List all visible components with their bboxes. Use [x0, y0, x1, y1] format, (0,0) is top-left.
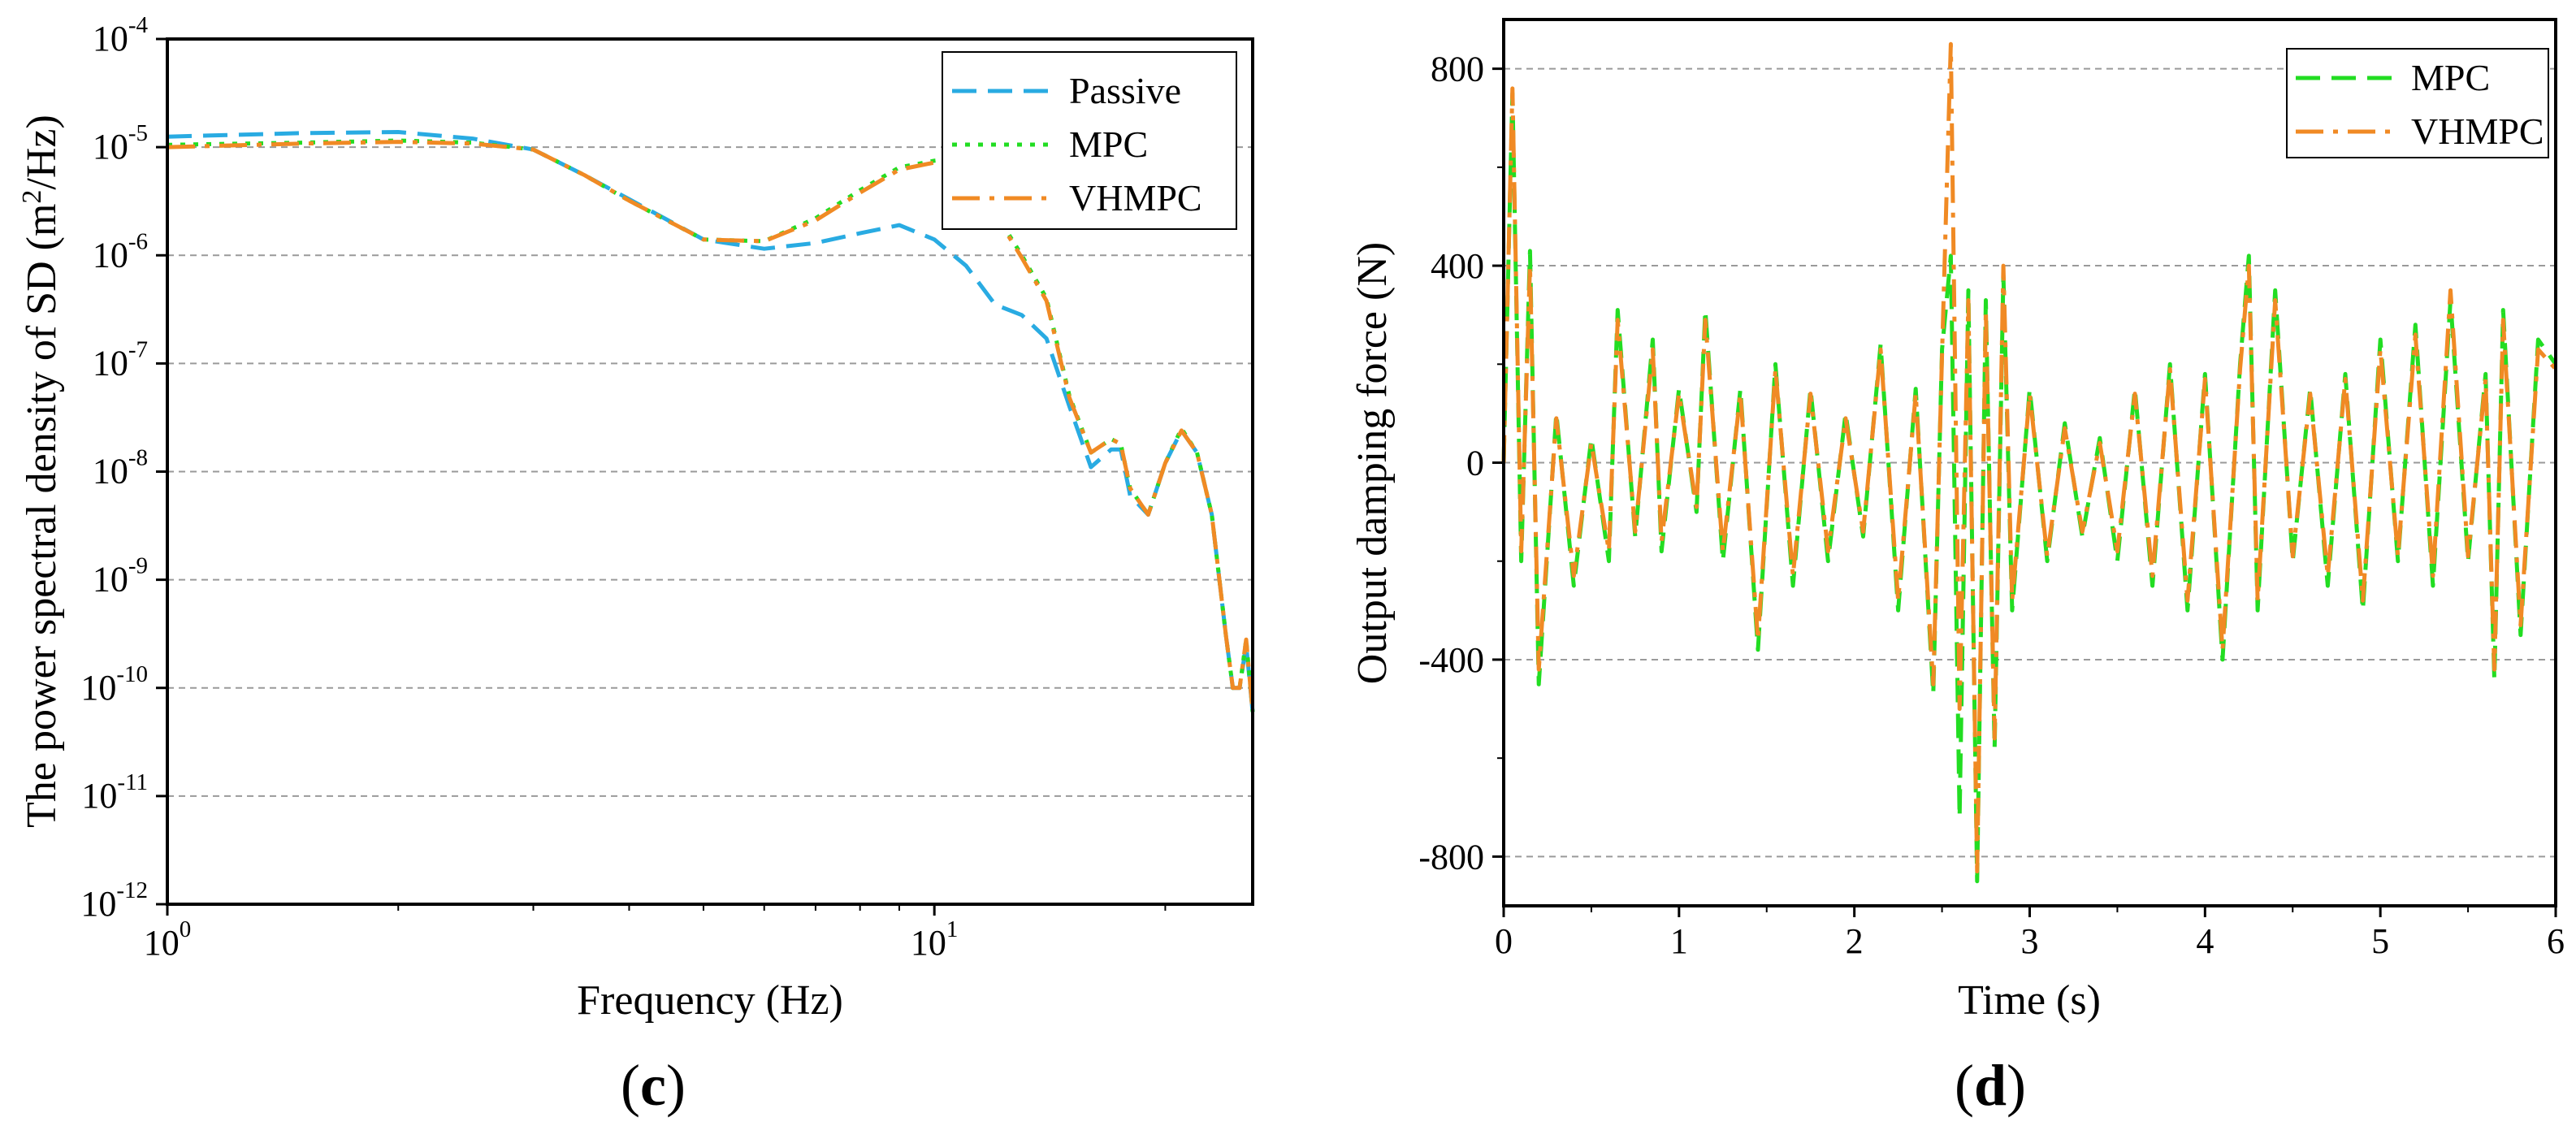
force-x-tick-label: 4: [2196, 921, 2214, 961]
panel-label-d: (d): [1955, 1053, 2026, 1118]
force-y-tick-label: 400: [1431, 246, 1484, 286]
psd-chart-panel: 10-12 10-11 10-10 10-9 10-8 10-7 10-6 10-5 10-4 1…: [17, 12, 1255, 1118]
psd-series-vhmpc: [167, 140, 1255, 712]
psd-y-tick-label: 10-10: [80, 661, 148, 708]
psd-axis-ticks: 10-12 10-11 10-10 10-9 10-8 10-7 10-6 10-5 10-4 1…: [80, 12, 1167, 963]
psd-y-tick-label: 10-11: [81, 769, 148, 816]
psd-y-label-prefix: The power spectral density of SD (m: [19, 204, 65, 828]
psd-y-label-sup: 2: [17, 190, 47, 204]
force-gridlines: [1504, 67, 2556, 858]
force-x-tick-label: 5: [2371, 921, 2389, 961]
psd-legend-label-mpc: MPC: [1069, 123, 1148, 165]
psd-y-tick-label: 10-8: [93, 445, 148, 492]
force-legend: MPC VHMPC: [2286, 48, 2549, 158]
force-x-tick-label: 3: [2021, 921, 2039, 961]
force-y-tick-label: -800: [1418, 837, 1484, 877]
psd-y-axis-label: The power spectral density of SD (m2/Hz): [17, 115, 65, 828]
force-y-axis-label: Output damping force (N): [1349, 242, 1396, 684]
psd-legend: Passive MPC VHMPC: [942, 51, 1237, 230]
psd-x-tick-label: 100: [144, 916, 192, 963]
psd-y-tick-label: 10-6: [93, 228, 148, 275]
damping-force-chart-panel: -800 -400 0 400 800 0 1 2 3 4 5 6 Time (s) Output d…: [1349, 18, 2565, 1118]
psd-gridlines: [167, 146, 1253, 797]
force-x-axis-label: Time (s): [1958, 977, 2101, 1024]
force-series-group: [1501, 41, 2558, 884]
force-axis-ticks: -800 -400 0 400 800 0 1 2 3 4 5 6: [1418, 50, 2565, 961]
psd-y-tick-label: 10-4: [93, 12, 149, 58]
force-legend-label-mpc: MPC: [2411, 57, 2490, 98]
psd-x-tick-label: 101: [911, 916, 959, 963]
force-y-tick-label: -400: [1418, 640, 1484, 680]
psd-legend-label-vhmpc: VHMPC: [1069, 177, 1202, 219]
force-series-vhmpc: [1501, 41, 2557, 874]
panel-label-c: (c): [621, 1053, 686, 1118]
force-legend-box: [2286, 48, 2549, 158]
force-x-tick-label: 6: [2547, 921, 2565, 961]
force-x-tick-label: 1: [1670, 921, 1688, 961]
force-y-tick-label: 0: [1466, 444, 1484, 483]
psd-y-tick-label: 10-12: [80, 877, 148, 924]
force-x-tick-label: 0: [1495, 921, 1513, 961]
psd-series-group: [167, 130, 1255, 712]
psd-y-label-suffix: /Hz): [19, 115, 65, 189]
psd-y-tick-label: 10-9: [93, 553, 148, 600]
force-series-mpc: [1501, 91, 2558, 884]
psd-y-tick-label: 10-5: [93, 120, 148, 167]
psd-legend-label-passive: Passive: [1069, 70, 1181, 111]
psd-y-tick-label: 10-7: [93, 336, 148, 383]
psd-x-axis-label: Frequency (Hz): [577, 977, 843, 1024]
force-legend-label-vhmpc: VHMPC: [2411, 110, 2544, 152]
force-x-tick-label: 2: [1846, 921, 1864, 961]
force-y-tick-label: 800: [1431, 50, 1484, 89]
